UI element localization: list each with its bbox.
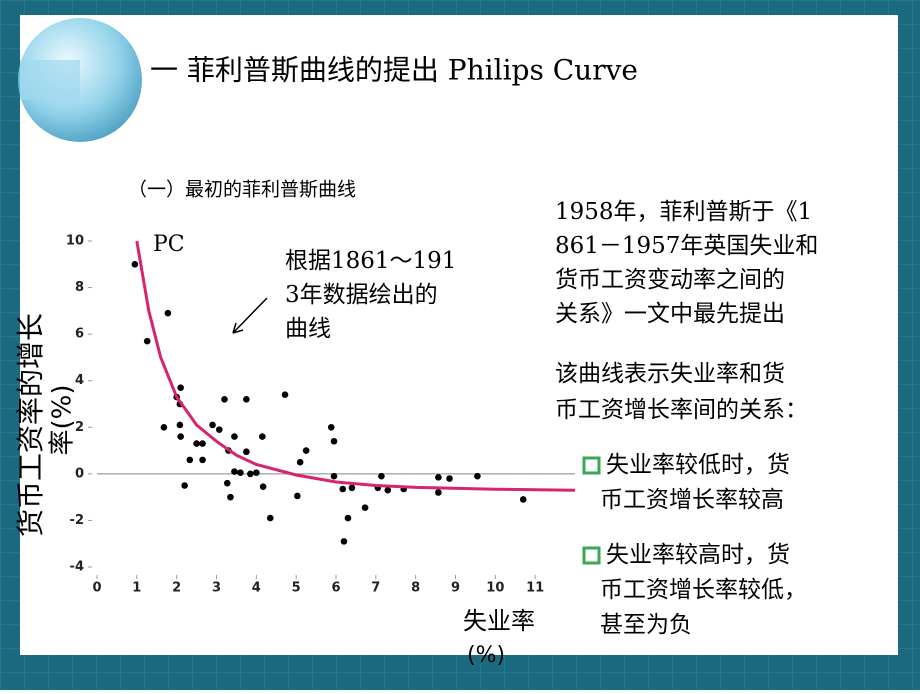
chart-subtitle: （一）最初的菲利普斯曲线	[128, 179, 356, 201]
text-block: 1958年，菲利普斯于《1 861－1957年英国失业和货币工资变动率之间的关系》…	[555, 199, 818, 638]
x-tick-label: 5	[292, 581, 301, 596]
x-tick-label: 7	[371, 581, 380, 596]
x-tick-label: 2	[172, 581, 181, 596]
x-tick-label: 3	[212, 581, 221, 596]
data-point	[296, 458, 304, 466]
x-tick-label: 9	[451, 581, 460, 596]
data-point	[143, 337, 151, 345]
data-point	[474, 472, 481, 480]
paragraph-line: 1958年，菲利普斯于《1	[555, 199, 812, 225]
data-point	[215, 426, 223, 433]
annotation-line: 根据1861～191	[285, 248, 456, 274]
y-tick-label: 6	[75, 327, 84, 342]
y-tick-label: 2	[75, 420, 84, 435]
x-tick-label: 10	[486, 581, 504, 596]
y-axis-label: 货币工资率的增长	[14, 313, 47, 537]
data-point	[340, 538, 348, 545]
annotation-line: 3年数据绘出的	[285, 282, 438, 308]
data-point	[243, 448, 250, 456]
x-tick-label: 4	[252, 581, 261, 596]
bullet-line: 失业率较高时，货	[606, 542, 790, 568]
x-tick-label: 6	[331, 581, 340, 596]
data-point	[330, 472, 338, 480]
bullet-line: 币工资增长率较高	[600, 487, 784, 513]
content-panel	[20, 15, 898, 655]
data-point	[266, 514, 274, 522]
data-point	[435, 474, 442, 481]
data-point	[259, 483, 267, 490]
data-point	[294, 492, 301, 500]
data-point	[243, 396, 250, 403]
data-point	[378, 472, 385, 480]
y-tick-label: 8	[75, 280, 84, 295]
bullet-icon	[582, 546, 601, 565]
y-tick-label: -4	[70, 560, 84, 575]
data-point	[435, 489, 442, 496]
data-point	[221, 396, 228, 403]
data-point	[177, 384, 184, 392]
paragraph-line: 币工资增长率间的关系：	[555, 397, 808, 423]
data-point	[209, 421, 216, 429]
x-axis-label: (%)	[467, 643, 505, 668]
x-tick-label: 0	[92, 581, 101, 596]
data-point	[384, 486, 392, 494]
data-point	[330, 437, 338, 445]
data-point	[160, 423, 168, 431]
y-tick-label: -2	[70, 513, 84, 528]
bullet-line: 失业率较低时，货	[606, 452, 790, 478]
x-tick-label: 1	[132, 581, 141, 596]
paragraph-line: 货币工资变动率之间的	[555, 267, 785, 293]
data-point	[223, 479, 231, 487]
chart: -4 -2 0 2 4 6 8 10 0 1 2 3 4 5 6 7 8 9 10 11 PC 根据1861～191 3年数…	[14, 232, 576, 668]
data-point	[281, 391, 289, 398]
y-tick-label: 4	[75, 373, 84, 388]
x-tick-label: 11	[526, 581, 544, 596]
x-tick-label: 8	[411, 581, 420, 596]
bullet-line: 甚至为负	[600, 612, 692, 638]
data-point	[227, 493, 234, 501]
y-axis-label: 率(%)	[48, 385, 78, 456]
bullet-icon	[582, 456, 601, 475]
data-point	[131, 260, 139, 268]
data-point	[231, 468, 238, 475]
paragraph-line: 861－1957年英国失业和	[555, 233, 818, 259]
paragraph-line: 关系》一文中最先提出	[555, 301, 785, 327]
data-point	[199, 440, 206, 447]
card-decoration	[20, 60, 80, 100]
data-point	[186, 456, 194, 464]
y-tick-label: 0	[75, 466, 84, 481]
data-point	[344, 514, 352, 522]
pc-curve	[135, 240, 576, 492]
data-point	[348, 484, 356, 492]
slide-title: 一 菲利普斯曲线的提出 Philips Curve	[150, 54, 638, 87]
data-point	[237, 469, 244, 476]
bullet-line: 币工资增长率较低，	[600, 577, 807, 603]
data-point	[181, 482, 188, 489]
data-point	[193, 440, 200, 447]
data-point	[361, 504, 369, 511]
y-tick-label: 10	[66, 234, 84, 249]
data-point	[339, 485, 347, 493]
annotation-arrow	[232, 297, 268, 334]
data-point	[176, 421, 184, 429]
data-point	[302, 447, 310, 454]
data-point	[519, 496, 527, 503]
x-axis-label: 失业率	[463, 607, 535, 635]
arrow-head	[232, 322, 244, 334]
data-point	[253, 469, 260, 476]
annotation-line: 曲线	[285, 316, 331, 342]
data-point	[446, 475, 453, 482]
data-point	[164, 309, 172, 317]
data-point	[199, 456, 206, 464]
paragraph-line: 该曲线表示失业率和货	[555, 361, 785, 387]
data-point	[231, 433, 238, 440]
data-point	[247, 470, 254, 478]
data-point	[177, 433, 184, 440]
data-point	[327, 423, 335, 431]
curve-label: PC	[153, 232, 185, 257]
data-point	[259, 433, 266, 440]
